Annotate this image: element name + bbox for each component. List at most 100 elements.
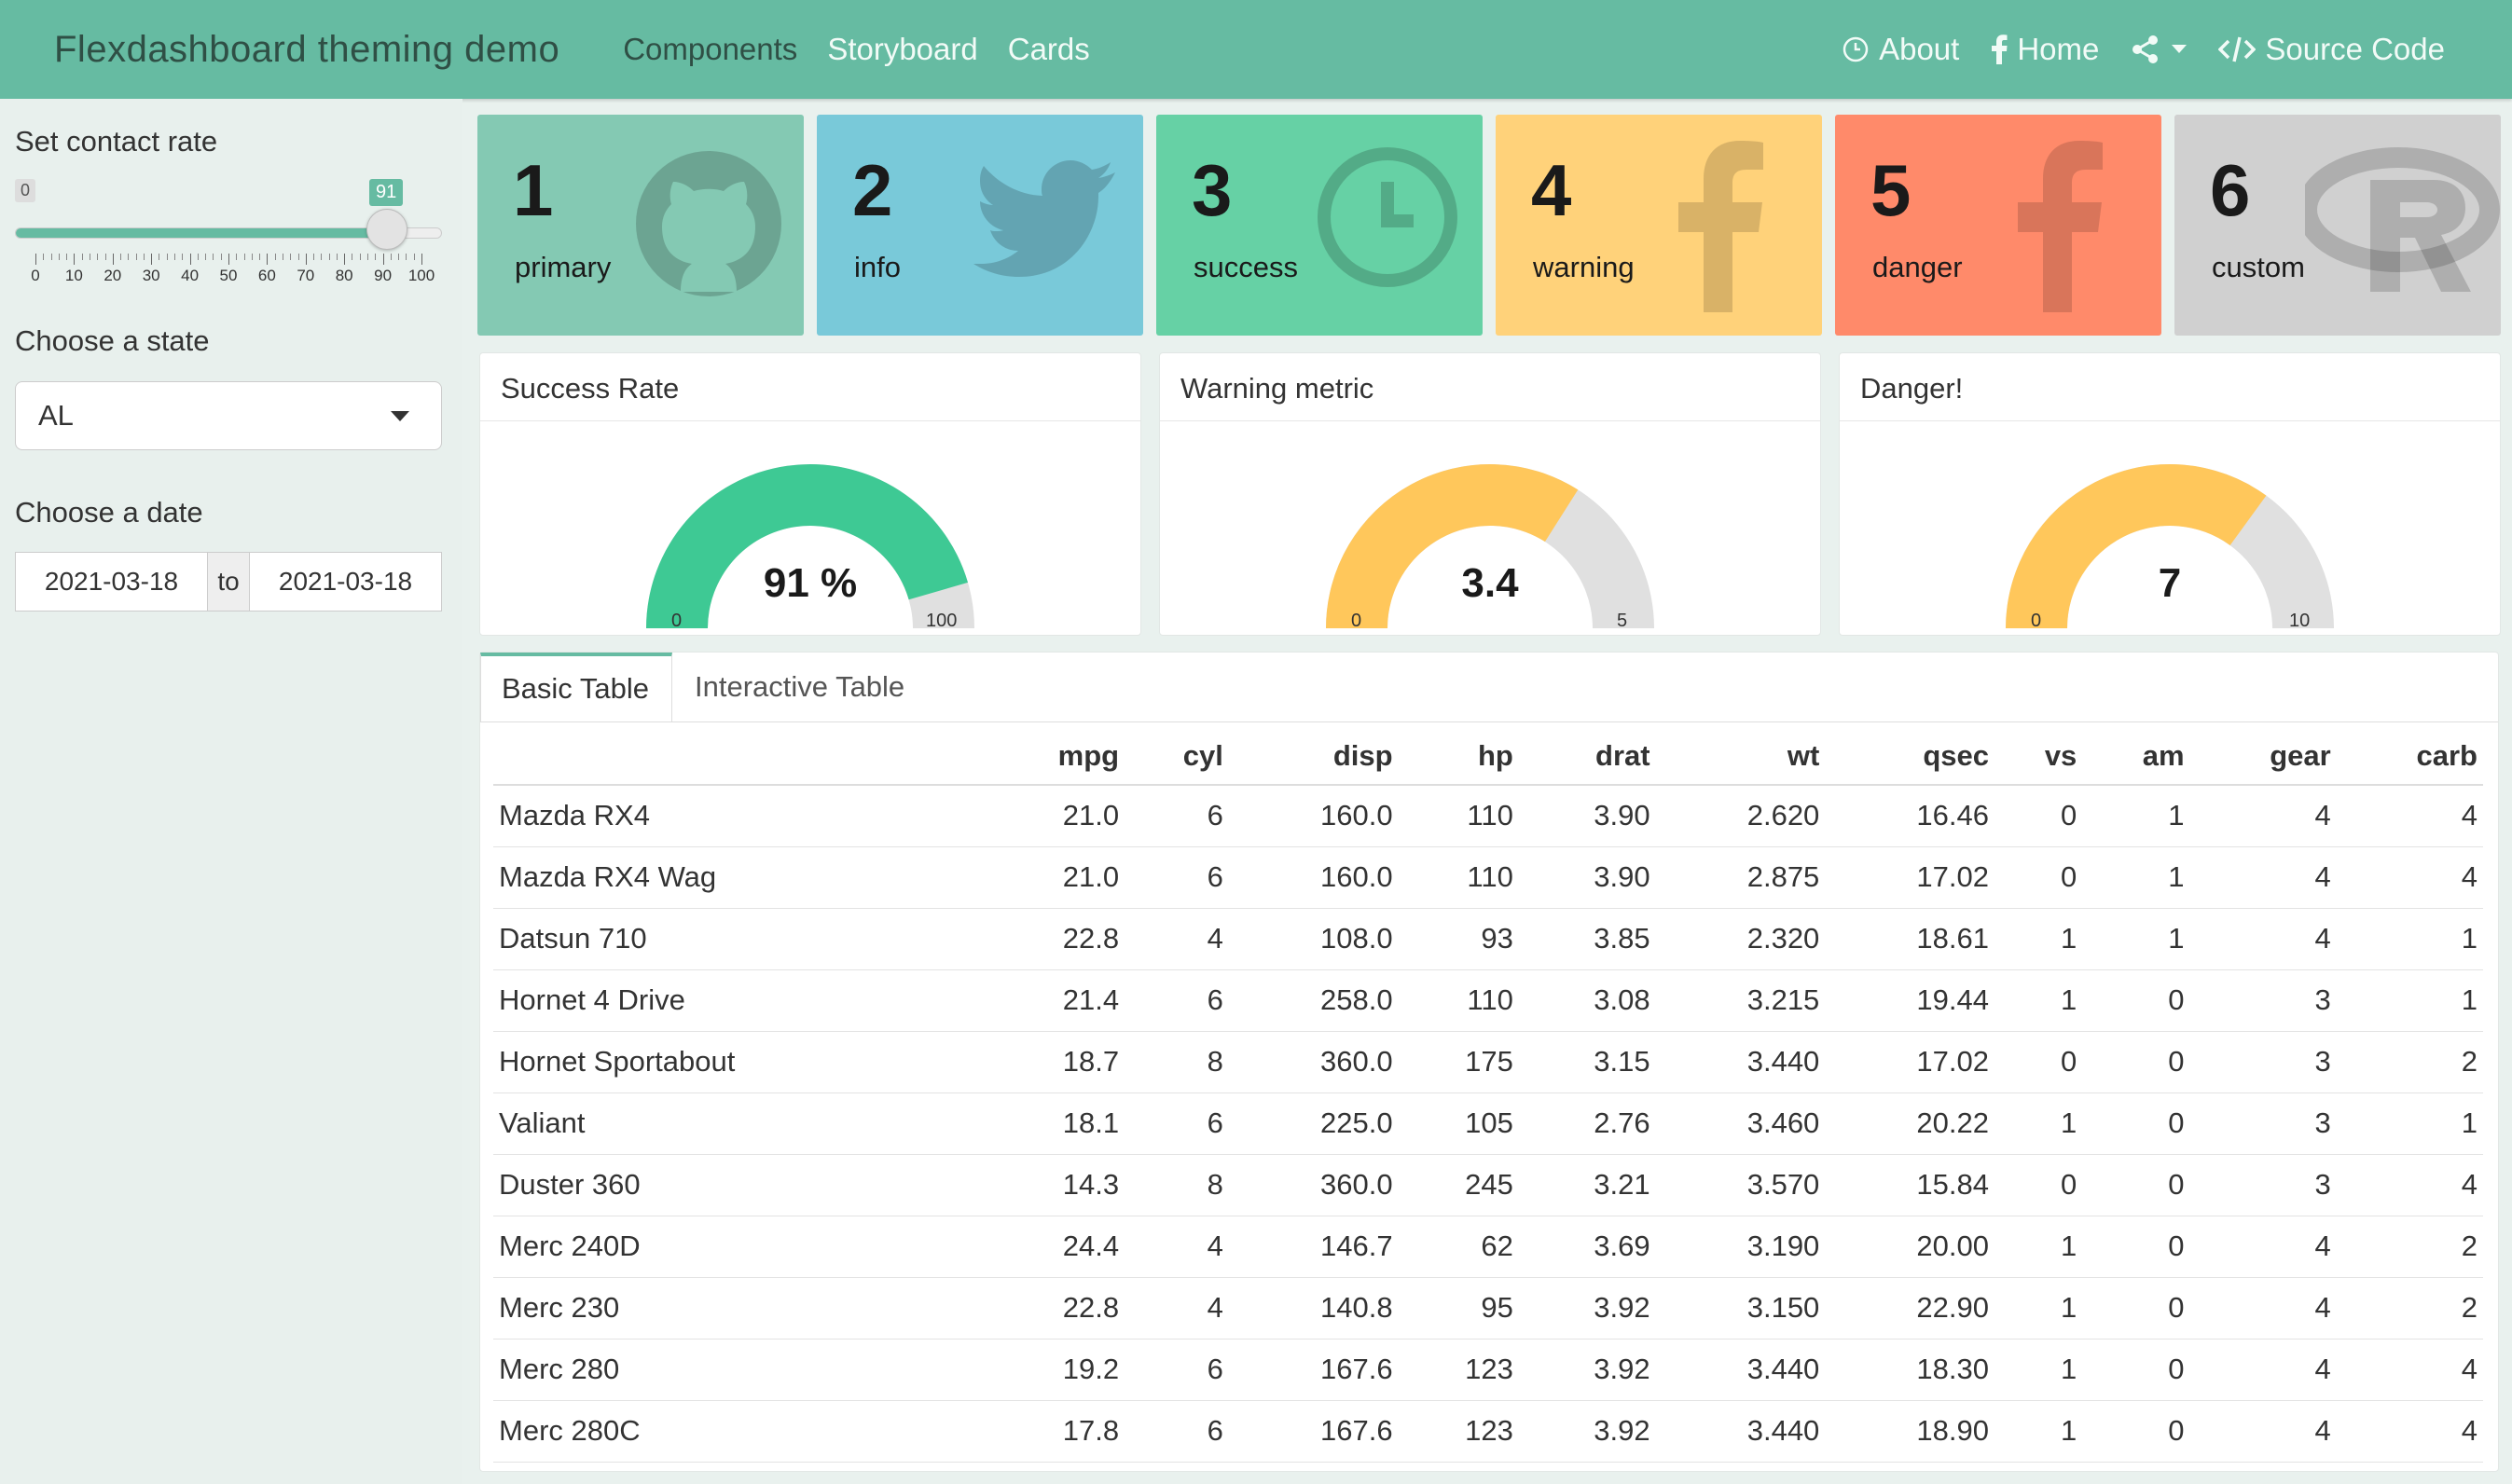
slider-tick-mark [367, 254, 369, 260]
value-box-value: 6 [2210, 149, 2251, 231]
tab-divider [480, 721, 2498, 722]
table-cell-wt: 3.570 [1655, 1154, 1826, 1216]
tab-interactive-table[interactable]: Interactive Table [695, 670, 905, 703]
table-cell-disp: 258.0 [1228, 969, 1399, 1032]
table-cell-mpg: 21.4 [978, 969, 1125, 1032]
table-cell-disp: 167.6 [1228, 1339, 1399, 1401]
table-body: Mazda RX4 21.0 6 160.0 110 3.90 2.620 16.46 0 1 4 4… [493, 785, 2483, 1463]
table-header-disp: disp [1228, 727, 1399, 786]
table-cell-wt: 2.620 [1655, 785, 1826, 847]
table-cell-vs: 0 [1994, 785, 2083, 847]
table-cell-disp: 167.6 [1228, 1400, 1399, 1463]
table-header-drat: drat [1518, 727, 1656, 786]
slider-tick-mark [104, 254, 106, 260]
slider-track[interactable] [15, 227, 442, 239]
share-menu[interactable] [2131, 34, 2188, 64]
table-cell-hp: 110 [1398, 846, 1519, 909]
table-cell-qsec: 15.84 [1825, 1154, 1994, 1216]
contact-rate-slider[interactable]: 0 91 0 10 20 30 40 50 60 70 80 90 100 [15, 177, 444, 298]
slider-tick-mark [413, 254, 415, 260]
slider-tick-label: 0 [31, 267, 40, 284]
table-cell-am: 0 [2082, 1400, 2190, 1463]
table-cell-disp: 160.0 [1228, 846, 1399, 909]
facebook-icon [1678, 141, 1763, 312]
nav-tab-cards[interactable]: Cards [1007, 32, 1090, 66]
table-row: Merc 280C 17.8 6 167.6 123 3.92 3.440 18.90 1 0 4 4 [493, 1400, 2483, 1463]
state-select[interactable]: AL [15, 381, 442, 450]
table-cell-am: 0 [2082, 1216, 2190, 1278]
table-cell-qsec: 20.22 [1825, 1092, 1994, 1155]
about-link[interactable]: About [1842, 32, 1959, 67]
slider-tick-label: 20 [104, 267, 122, 284]
table-cell-drat: 3.08 [1518, 969, 1656, 1032]
table-cell-wt: 2.320 [1655, 908, 1826, 970]
table-cell-qsec: 22.90 [1825, 1277, 1994, 1340]
gauge-max: 5 [1617, 611, 1628, 631]
table-row: Mazda RX4 Wag 21.0 6 160.0 110 3.90 2.875 17.02… [493, 846, 2483, 909]
table-cell-mpg: 21.0 [978, 846, 1125, 909]
table-cell-wt: 3.215 [1655, 969, 1826, 1032]
table-cell-am: 0 [2082, 1277, 2190, 1340]
date-start-input[interactable]: 2021-03-18 [15, 552, 208, 611]
slider-handle[interactable] [366, 209, 407, 250]
table-cell-drat: 3.92 [1518, 1400, 1656, 1463]
table-cell-carb: 1 [2336, 969, 2483, 1032]
table-header-gear: gear [2189, 727, 2337, 786]
table-cell-mpg: 14.3 [978, 1154, 1125, 1216]
table-header-wt: wt [1655, 727, 1826, 786]
table-row: Mazda RX4 21.0 6 160.0 110 3.90 2.620 16.46 0 1 4 4 [493, 785, 2483, 847]
table-cell-vs: 0 [1994, 846, 2083, 909]
table-cell-carb: 4 [2336, 1400, 2483, 1463]
table-cell-carb: 2 [2336, 1277, 2483, 1340]
gauge-fill [646, 463, 969, 628]
table-cell-hp: 95 [1398, 1277, 1519, 1340]
table-row: Hornet 4 Drive 21.4 6 258.0 110 3.08 3.215 19.4… [493, 969, 2483, 1032]
table-cell-cyl: 6 [1125, 846, 1229, 909]
value-box-caption: danger [1872, 251, 1963, 283]
source-code-link[interactable]: Source Code [2218, 32, 2445, 67]
slider-tick-mark [50, 254, 52, 260]
nav-tabs: Components Storyboard Cards [623, 32, 1090, 67]
table-cell-carb: 2 [2336, 1216, 2483, 1278]
table-cell-gear: 3 [2189, 969, 2337, 1032]
clock-icon [1843, 36, 1869, 62]
table-cell-model: Merc 230 [493, 1277, 978, 1340]
sidebar: Set contact rate 0 91 0 10 20 30 40 50 60 70 80 9… [0, 99, 462, 1484]
table-cell-vs: 1 [1994, 1216, 2083, 1278]
table-cell-cyl: 4 [1125, 1216, 1229, 1278]
slider-tick-mark [297, 254, 299, 260]
table-cell-drat: 3.85 [1518, 908, 1656, 970]
value-box-caption: warning [1533, 251, 1635, 283]
table-header-vs: vs [1994, 727, 2083, 786]
nav-tab-components[interactable]: Components [623, 32, 798, 66]
code-icon [2218, 36, 2257, 62]
value-box-warning: 4 warning [1496, 115, 1822, 336]
slider-tick-mark [43, 254, 45, 260]
table-cell-vs: 1 [1994, 1277, 2083, 1340]
card-divider [1160, 420, 1820, 421]
value-box-primary: 1 primary [477, 115, 804, 336]
table-cell-hp: 105 [1398, 1092, 1519, 1155]
table-cell-wt: 3.150 [1655, 1277, 1826, 1340]
date-end-input[interactable]: 2021-03-18 [249, 552, 442, 611]
table-header-hp: hp [1398, 727, 1519, 786]
value-box-value: 3 [1192, 149, 1233, 231]
table-cell-mpg: 24.4 [978, 1216, 1125, 1278]
table-row: Datsun 710 22.8 4 108.0 93 3.85 2.320 18.61 1 1 4 1 [493, 908, 2483, 970]
home-link[interactable]: Home [1991, 32, 2099, 67]
slider-tick-mark [328, 254, 330, 260]
table-cell-qsec: 17.02 [1825, 1031, 1994, 1093]
table-cell-gear: 3 [2189, 1092, 2337, 1155]
table-cell-wt: 3.440 [1655, 1031, 1826, 1093]
slider-tick-mark [81, 254, 83, 260]
slider-tick-mark [290, 254, 292, 260]
table-cell-vs: 1 [1994, 1092, 2083, 1155]
value-box-value: 1 [513, 149, 554, 231]
table-cell-model: Merc 280 [493, 1339, 978, 1401]
table-cell-carb: 1 [2336, 908, 2483, 970]
table-cell-model: Duster 360 [493, 1154, 978, 1216]
tab-basic-table[interactable]: Basic Table [480, 653, 672, 721]
nav-tab-storyboard[interactable]: Storyboard [827, 32, 978, 66]
table-header-mpg: mpg [978, 727, 1125, 786]
gauge-min: 0 [1351, 611, 1362, 631]
